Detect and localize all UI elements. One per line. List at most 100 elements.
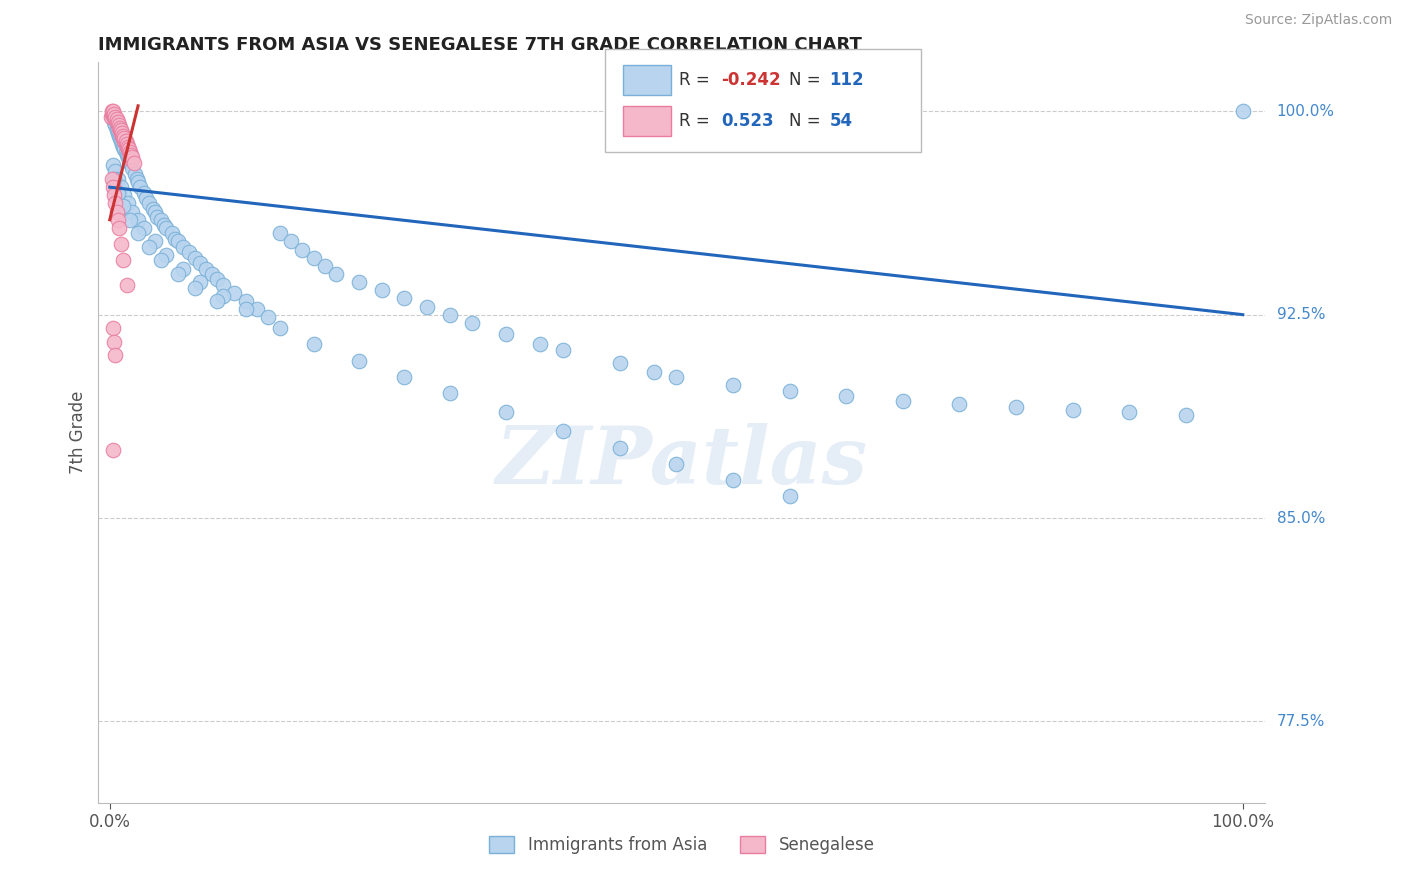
Point <box>101 104 124 119</box>
Point <box>183 280 205 294</box>
Point <box>103 107 125 121</box>
Point <box>115 139 138 153</box>
Text: ZIPatlas: ZIPatlas <box>496 424 868 501</box>
Point <box>609 441 631 455</box>
Text: IMMIGRANTS FROM ASIA VS SENEGALESE 7TH GRADE CORRELATION CHART: IMMIGRANTS FROM ASIA VS SENEGALESE 7TH G… <box>98 36 862 54</box>
Point <box>110 180 132 194</box>
Point <box>779 489 801 503</box>
Point <box>111 136 134 151</box>
Point <box>551 424 574 438</box>
Point <box>416 300 439 314</box>
Point <box>115 147 138 161</box>
Point <box>104 196 127 211</box>
Point <box>132 186 155 200</box>
Point <box>105 120 128 135</box>
Point <box>117 150 139 164</box>
Point <box>172 240 194 254</box>
Point <box>138 240 160 254</box>
Text: 0.523: 0.523 <box>721 112 773 130</box>
Text: Source: ZipAtlas.com: Source: ZipAtlas.com <box>1244 13 1392 28</box>
Point <box>101 107 124 121</box>
Point <box>439 308 461 322</box>
Point <box>302 337 325 351</box>
Point <box>280 235 302 249</box>
Point <box>665 370 688 384</box>
Point <box>212 277 235 292</box>
Point <box>114 142 136 156</box>
Point <box>105 112 128 127</box>
Point <box>117 196 139 211</box>
Point <box>105 115 128 129</box>
Point <box>108 220 131 235</box>
Text: R =: R = <box>679 70 716 88</box>
Point <box>643 365 665 379</box>
Point <box>127 175 149 189</box>
Point <box>103 110 125 124</box>
Point <box>257 310 280 325</box>
Point <box>112 199 135 213</box>
Point <box>138 196 160 211</box>
Point <box>108 131 131 145</box>
Point <box>1175 408 1198 422</box>
Point <box>114 136 136 151</box>
Point <box>111 128 134 143</box>
Point <box>101 172 124 186</box>
Point <box>302 251 325 265</box>
Point <box>235 302 257 317</box>
Point <box>153 218 176 232</box>
Point <box>166 235 188 249</box>
Point <box>721 378 744 392</box>
Text: R =: R = <box>679 112 720 130</box>
Point <box>120 147 142 161</box>
Point <box>948 397 970 411</box>
Point <box>101 321 124 335</box>
Point <box>104 118 127 132</box>
Point <box>103 115 125 129</box>
Point <box>166 267 188 281</box>
Point <box>101 443 124 458</box>
Point <box>111 126 134 140</box>
Point <box>155 248 177 262</box>
Point <box>107 126 129 140</box>
Point <box>112 131 135 145</box>
Point <box>117 142 139 156</box>
Point <box>112 128 135 143</box>
Text: 92.5%: 92.5% <box>1277 307 1324 322</box>
Point <box>347 353 370 368</box>
Point <box>190 256 212 270</box>
Point <box>439 386 461 401</box>
Point <box>495 405 517 419</box>
Point <box>118 145 141 159</box>
Text: -0.242: -0.242 <box>721 70 780 88</box>
Point <box>835 389 858 403</box>
Point <box>101 107 124 121</box>
Point <box>103 172 125 186</box>
Point <box>172 261 194 276</box>
Point <box>107 115 129 129</box>
Point <box>394 370 416 384</box>
Point <box>160 227 183 241</box>
Point <box>132 220 155 235</box>
Point <box>269 321 291 335</box>
Point <box>108 120 131 135</box>
Point <box>129 180 152 194</box>
Point <box>609 356 631 370</box>
Point <box>120 147 142 161</box>
Point <box>121 153 143 167</box>
Legend: Immigrants from Asia, Senegalese: Immigrants from Asia, Senegalese <box>482 830 882 861</box>
Point <box>110 123 132 137</box>
Point <box>114 188 136 202</box>
Point <box>107 118 129 132</box>
Point <box>121 150 143 164</box>
Point <box>1005 400 1028 414</box>
Point <box>112 139 135 153</box>
Point <box>165 232 187 246</box>
Point <box>325 267 347 281</box>
Point <box>529 337 551 351</box>
Point <box>135 191 157 205</box>
Point <box>101 112 124 127</box>
Point <box>112 253 135 268</box>
Point <box>114 134 136 148</box>
Point <box>101 159 124 173</box>
Point <box>105 204 128 219</box>
